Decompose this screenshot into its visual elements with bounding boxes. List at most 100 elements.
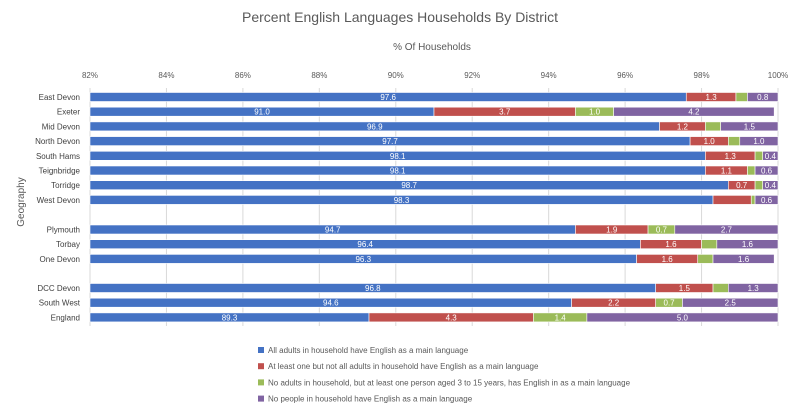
category-label: Torridge: [51, 181, 80, 190]
data-label: 0.7: [736, 181, 748, 190]
data-label: 1.6: [738, 255, 750, 264]
data-label: 2.7: [721, 226, 733, 235]
data-label: 98.3: [394, 196, 410, 205]
data-label: 97.7: [382, 137, 398, 146]
legend-entry: At least one but not all adults in house…: [268, 362, 539, 371]
bar-segment: [739, 136, 779, 146]
data-label: 1.9: [606, 226, 618, 235]
data-label: 1.3: [748, 284, 760, 293]
data-label: 1.0: [753, 137, 765, 146]
data-label: 98.1: [390, 152, 406, 161]
legend-entry: No adults in household, but at least one…: [268, 378, 631, 387]
data-label: 0.4: [765, 181, 777, 190]
x-tick-label: 84%: [158, 71, 174, 80]
data-label: 1.5: [744, 122, 756, 131]
legend-swatch: [258, 347, 264, 353]
legend-swatch: [258, 395, 264, 402]
category-label: England: [51, 313, 80, 322]
bar-segment: [613, 106, 775, 117]
data-label: 96.4: [357, 240, 373, 249]
data-label: 0.6: [761, 167, 773, 176]
category-label: East Devon: [39, 93, 80, 102]
data-label: 0.6: [761, 196, 773, 205]
category-label: Exeter: [57, 108, 80, 117]
data-label: 2.2: [608, 299, 620, 308]
bar-segment: [754, 180, 764, 190]
category-label: West Devon: [37, 196, 80, 205]
category-label: South West: [39, 299, 81, 308]
y-axis-title: Geography: [16, 177, 27, 226]
data-label: 0.7: [664, 299, 676, 308]
x-tick-label: 98%: [694, 71, 710, 80]
bar-segment: [586, 312, 779, 323]
bar-segment: [705, 121, 721, 132]
data-label: 89.3: [222, 313, 238, 322]
bar-segment: [762, 180, 779, 190]
chart-title: Percent English Languages Households By …: [242, 9, 558, 25]
bar-segment: [712, 283, 729, 293]
data-label: 98.1: [390, 167, 406, 176]
category-label: Mid Devon: [42, 122, 80, 131]
x-axis-ticks: 82% 84% 86% 88% 90% 92% 94% 96% 98% 100%: [82, 71, 788, 80]
data-label: 98.7: [401, 181, 417, 190]
data-label: 94.7: [325, 226, 341, 235]
data-label: 96.9: [367, 122, 383, 131]
legend-swatch: [258, 379, 264, 386]
bar-segment: [735, 92, 748, 102]
x-axis-title: % Of Households: [393, 42, 471, 53]
bar-segment: [720, 121, 779, 132]
data-label: 3.7: [499, 108, 511, 117]
category-label: Torbay: [56, 240, 80, 249]
data-label: 0.4: [765, 152, 777, 161]
bar-segment: [712, 195, 752, 205]
bar-segment: [754, 151, 764, 161]
bar-segment: [697, 254, 714, 264]
bar-segment: [674, 224, 779, 235]
x-tick-label: 96%: [617, 71, 633, 80]
bar-segment: [701, 239, 718, 249]
data-label: 4.2: [688, 108, 700, 117]
legend-entry: No people in household have English as a…: [268, 395, 473, 404]
x-tick-label: 94%: [541, 71, 557, 80]
legend-entry: All adults in household have English as …: [268, 346, 469, 355]
data-label: 1.6: [665, 240, 677, 249]
bar-segment: [762, 151, 779, 161]
x-tick-label: 82%: [82, 71, 98, 80]
legend: All adults in household have English as …: [258, 346, 631, 404]
legend-swatch: [258, 363, 264, 370]
data-label: 1.3: [706, 93, 718, 102]
category-labels: East Devon Exeter Mid Devon North Devon Sout…: [35, 93, 81, 322]
data-label: 1.1: [721, 167, 733, 176]
category-label: North Devon: [35, 137, 80, 146]
category-label: Plymouth: [47, 226, 80, 235]
bar-segment: [728, 136, 741, 146]
x-tick-label: 100%: [768, 71, 788, 80]
data-label: 1.6: [742, 240, 754, 249]
x-tick-label: 90%: [388, 71, 404, 80]
bar-segment: [747, 165, 756, 176]
data-label: 0.8: [757, 93, 769, 102]
x-tick-label: 92%: [464, 71, 480, 80]
data-label: 91.0: [254, 108, 270, 117]
data-label: 1.0: [589, 108, 601, 117]
data-label: 1.0: [704, 137, 716, 146]
category-label: One Devon: [40, 255, 80, 264]
data-label: 0.7: [656, 226, 668, 235]
x-tick-label: 88%: [311, 71, 327, 80]
data-label: 94.6: [323, 299, 339, 308]
bars: 97.6 1.3 0.8 91.0 3.7 1.0 4.2 96.9 1.2 1.5 97.7 1.0…: [89, 92, 779, 323]
bar-segment: [728, 283, 779, 293]
bar-segment: [716, 239, 779, 249]
category-label: Teignbridge: [39, 167, 81, 176]
category-label: South Hams: [36, 152, 80, 161]
bar-segment: [747, 92, 779, 102]
data-label: 97.6: [380, 93, 396, 102]
data-label: 2.5: [725, 299, 737, 308]
data-label: 1.6: [662, 255, 674, 264]
data-label: 1.3: [725, 152, 737, 161]
x-tick-label: 86%: [235, 71, 251, 80]
bar-segment: [682, 297, 779, 308]
bar-segment: [754, 195, 779, 205]
category-label: DCC Devon: [37, 284, 80, 293]
